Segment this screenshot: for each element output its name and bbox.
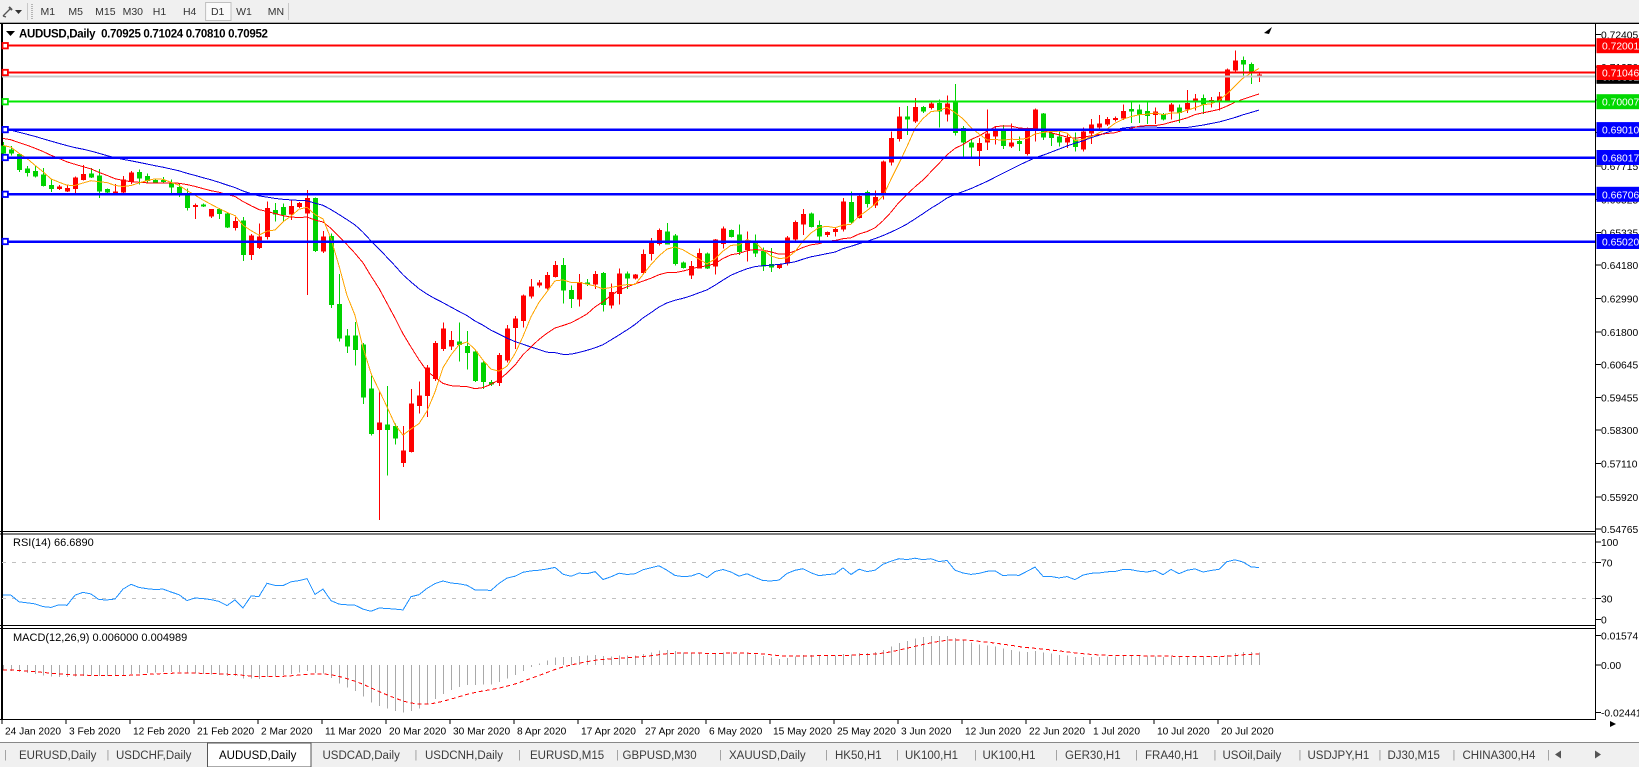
svg-text:3 Feb 2020: 3 Feb 2020 — [69, 727, 121, 738]
svg-text:0.58300: 0.58300 — [1601, 426, 1638, 437]
svg-text:RSI(14) 66.6890: RSI(14) 66.6890 — [13, 537, 94, 549]
svg-text:|: | — [896, 749, 899, 761]
svg-text:|: | — [4, 749, 7, 761]
svg-text:MACD(12,26,9) 0.006000 0.00498: MACD(12,26,9) 0.006000 0.004989 — [13, 632, 187, 644]
svg-text:30 Mar 2020: 30 Mar 2020 — [453, 727, 511, 738]
svg-text:0.62990: 0.62990 — [1601, 295, 1638, 306]
svg-text:|: | — [825, 749, 828, 761]
svg-text:0.015741: 0.015741 — [1601, 632, 1639, 643]
svg-text:|: | — [974, 749, 977, 761]
svg-text:|: | — [415, 749, 418, 761]
svg-text:3 Jun 2020: 3 Jun 2020 — [901, 727, 952, 738]
svg-text:1 Jul 2020: 1 Jul 2020 — [1093, 727, 1140, 738]
svg-text:25 May 2020: 25 May 2020 — [837, 727, 896, 738]
svg-text:M15: M15 — [95, 6, 116, 18]
svg-text:0.00: 0.00 — [1601, 661, 1621, 672]
svg-text:USDCAD,Daily: USDCAD,Daily — [323, 750, 401, 762]
svg-text:M30: M30 — [123, 6, 144, 18]
svg-text:6 May 2020: 6 May 2020 — [709, 727, 763, 738]
svg-text:D1: D1 — [211, 6, 225, 18]
svg-text:HK50,H1: HK50,H1 — [835, 750, 882, 762]
svg-text:0.65020: 0.65020 — [1602, 238, 1639, 249]
svg-text:20 Mar 2020: 20 Mar 2020 — [389, 727, 447, 738]
svg-text:EURUSD,Daily: EURUSD,Daily — [19, 750, 97, 762]
svg-text:|: | — [1379, 749, 1382, 761]
svg-text:0.68017: 0.68017 — [1602, 154, 1639, 165]
svg-text:M1: M1 — [41, 6, 56, 18]
svg-text:0.61800: 0.61800 — [1601, 328, 1638, 339]
svg-text:2 Mar 2020: 2 Mar 2020 — [261, 727, 313, 738]
svg-text:30: 30 — [1601, 595, 1613, 606]
svg-text:|: | — [1547, 749, 1550, 761]
svg-text:GBPUSD,M30: GBPUSD,M30 — [623, 750, 697, 762]
svg-text:MN: MN — [268, 6, 284, 18]
svg-text:0.72001: 0.72001 — [1602, 42, 1639, 53]
svg-text:0.64180: 0.64180 — [1601, 261, 1638, 272]
svg-text:H4: H4 — [183, 6, 197, 18]
svg-text:USDCNH,Daily: USDCNH,Daily — [425, 750, 503, 762]
svg-text:|: | — [1453, 749, 1456, 761]
svg-text:0.71046: 0.71046 — [1602, 69, 1639, 80]
svg-text:UK100,H1: UK100,H1 — [983, 750, 1036, 762]
svg-text:0.54765: 0.54765 — [1601, 525, 1638, 536]
svg-text:8 Apr 2020: 8 Apr 2020 — [517, 727, 567, 738]
svg-text:EURUSD,M15: EURUSD,M15 — [530, 750, 604, 762]
svg-text:|: | — [107, 749, 110, 761]
svg-text:0.66706: 0.66706 — [1602, 190, 1639, 201]
svg-text:27 Apr 2020: 27 Apr 2020 — [645, 727, 700, 738]
svg-text:GER30,H1: GER30,H1 — [1065, 750, 1121, 762]
svg-text:UK100,H1: UK100,H1 — [905, 750, 958, 762]
svg-text:W1: W1 — [236, 6, 252, 18]
svg-text:12 Feb 2020: 12 Feb 2020 — [133, 727, 191, 738]
svg-text:10 Jul 2020: 10 Jul 2020 — [1157, 727, 1210, 738]
svg-text:0.57110: 0.57110 — [1601, 459, 1638, 470]
svg-text:|: | — [518, 749, 521, 761]
svg-text:100: 100 — [1601, 538, 1618, 549]
svg-text:|: | — [1214, 749, 1217, 761]
svg-text:0.69010: 0.69010 — [1602, 126, 1639, 137]
svg-text:17 Apr 2020: 17 Apr 2020 — [581, 727, 636, 738]
svg-text:22 Jun 2020: 22 Jun 2020 — [1029, 727, 1085, 738]
svg-text:0.70007: 0.70007 — [1602, 98, 1639, 109]
svg-text:FRA40,H1: FRA40,H1 — [1145, 750, 1199, 762]
svg-text:DJ30,M15: DJ30,M15 — [1388, 750, 1440, 762]
svg-text:0.67715: 0.67715 — [1601, 162, 1638, 173]
svg-text:24 Jan 2020: 24 Jan 2020 — [5, 727, 61, 738]
svg-text:|: | — [1299, 749, 1302, 761]
svg-text:0.72405: 0.72405 — [1601, 30, 1638, 41]
svg-text:15 May 2020: 15 May 2020 — [773, 727, 832, 738]
svg-text:11 Mar 2020: 11 Mar 2020 — [325, 727, 382, 738]
svg-text:USDCHF,Daily: USDCHF,Daily — [116, 750, 192, 762]
svg-text:|: | — [1135, 749, 1138, 761]
svg-text:70: 70 — [1601, 559, 1613, 570]
svg-text:AUDUSD,Daily 0.70925 0.71024: AUDUSD,Daily 0.70925 0.71024 0.70810 0.7… — [19, 29, 268, 41]
svg-text:CHINA300,H4: CHINA300,H4 — [1463, 750, 1536, 762]
svg-text:H1: H1 — [153, 6, 167, 18]
svg-text:0.55920: 0.55920 — [1601, 493, 1638, 504]
svg-text:12 Jun 2020: 12 Jun 2020 — [965, 727, 1021, 738]
svg-text:M5: M5 — [68, 6, 83, 18]
svg-text:XAUUSD,Daily: XAUUSD,Daily — [729, 750, 806, 762]
svg-text:|: | — [1055, 749, 1058, 761]
svg-text:21 Feb 2020: 21 Feb 2020 — [197, 727, 255, 738]
svg-text:|: | — [719, 749, 722, 761]
svg-text:0.60645: 0.60645 — [1601, 360, 1638, 371]
svg-text:0: 0 — [1601, 615, 1607, 626]
svg-text:USDJPY,H1: USDJPY,H1 — [1308, 750, 1370, 762]
svg-text:USOil,Daily: USOil,Daily — [1223, 750, 1282, 762]
svg-text:20 Jul 2020: 20 Jul 2020 — [1221, 727, 1274, 738]
svg-text:AUDUSD,Daily: AUDUSD,Daily — [219, 750, 297, 762]
svg-text:0.59455: 0.59455 — [1601, 394, 1638, 405]
svg-text:|: | — [616, 749, 619, 761]
